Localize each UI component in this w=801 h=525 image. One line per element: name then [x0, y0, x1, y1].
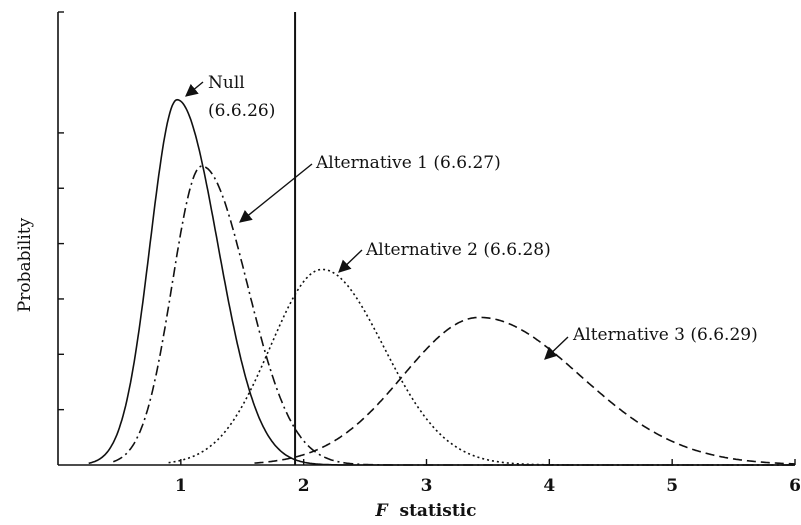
- series-alt3-line: [254, 316, 795, 465]
- x-tick-label: 2: [298, 476, 310, 496]
- x-tick-label: 5: [666, 476, 678, 496]
- curves: [88, 98, 795, 466]
- annotation-alt1: Alternative 1 (6.6.27): [315, 153, 501, 173]
- series-alt1-line: [112, 165, 795, 466]
- arrow-null: [185, 81, 204, 97]
- x-axis-title-italic: F: [375, 501, 390, 521]
- x-tick-label: 6: [789, 476, 801, 496]
- annotation-alt3: Alternative 3 (6.6.29): [572, 325, 758, 345]
- annotation-alt2: Alternative 2 (6.6.28): [365, 240, 551, 260]
- arrow-alt1: [239, 163, 313, 223]
- y-ticks: [58, 132, 64, 411]
- annotation-null-name: Null: [208, 73, 245, 93]
- series-alt2-line: [168, 268, 795, 466]
- x-tick-label: 1: [175, 476, 187, 496]
- x-axis-title-rest: statistic: [400, 501, 477, 521]
- arrow-alt2: [338, 249, 363, 273]
- arrow-alt3: [544, 336, 569, 360]
- x-tick-label: 4: [543, 476, 555, 496]
- x-tick-label: 3: [421, 476, 433, 496]
- annotation-null-ref: (6.6.26): [208, 101, 275, 121]
- y-axis-title: Probability: [15, 217, 35, 312]
- x-axis-title: F statistic: [375, 501, 477, 521]
